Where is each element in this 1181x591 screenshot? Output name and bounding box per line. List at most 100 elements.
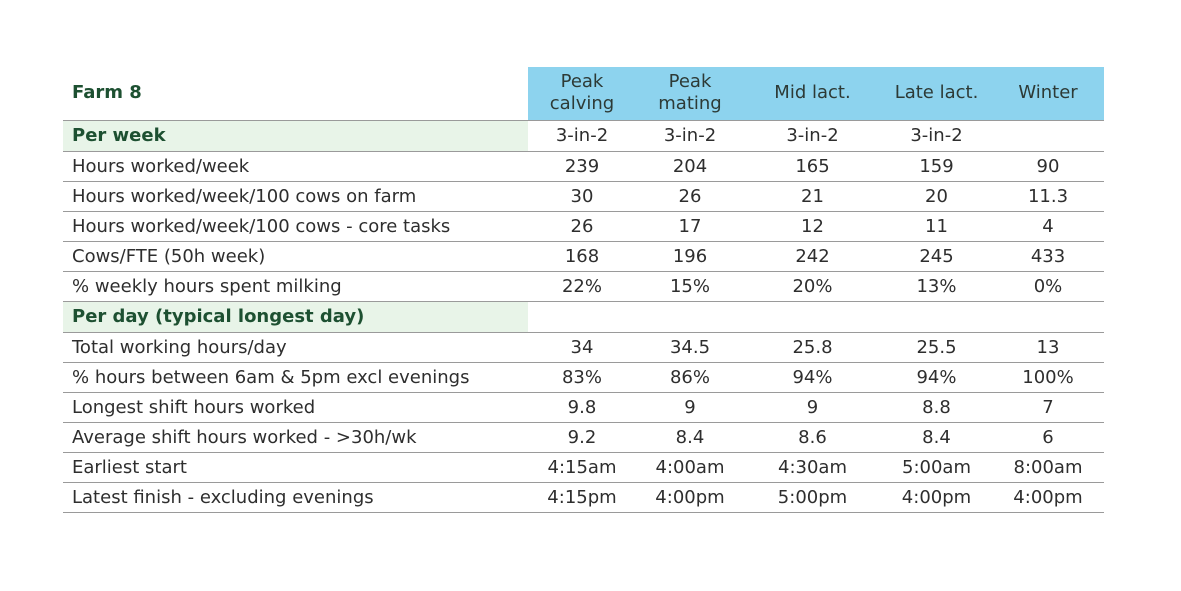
cell-value: 4:15am <box>528 452 636 483</box>
row-label: Total working hours/day <box>63 332 528 363</box>
table-row: % weekly hours spent milking 22% 15% 20% 13%… <box>63 271 1104 302</box>
header-row: Farm 8 Peak calving Peak mating Mid lact… <box>63 67 1104 121</box>
cell-value: 30 <box>528 181 636 212</box>
table-row: Earliest start 4:15am 4:00am 4:30am 5:00am 8:… <box>63 452 1104 483</box>
row-label: Latest finish - excluding evenings <box>63 482 528 513</box>
column-header-label: Late lact. <box>894 82 979 104</box>
cell-value: 242 <box>744 241 881 272</box>
cell-value: 34 <box>528 332 636 363</box>
cell-value: 168 <box>528 241 636 272</box>
cell-value: 8.4 <box>881 422 992 453</box>
row-label: Earliest start <box>63 452 528 483</box>
cell-value: 8.6 <box>744 422 881 453</box>
table-title: Farm 8 <box>63 67 528 121</box>
section-label: Per week <box>63 120 528 152</box>
cell-value: 239 <box>528 151 636 182</box>
column-header: Peak calving <box>528 67 636 121</box>
cell-value: 4:00pm <box>636 482 744 513</box>
table-row: Hours worked/week/100 cows on farm 30 26 21… <box>63 181 1104 212</box>
cell-value: 245 <box>881 241 992 272</box>
cell-value: 5:00am <box>881 452 992 483</box>
table-row: Hours worked/week/100 cows - core tasks 2… <box>63 211 1104 242</box>
section-row: Per day (typical longest day) <box>63 301 1104 333</box>
column-header-label: Peak calving <box>549 71 615 115</box>
cell-value: 9 <box>636 392 744 423</box>
cell-value: 21 <box>744 181 881 212</box>
table-row: Latest finish - excluding evenings 4:15pm… <box>63 482 1104 513</box>
cell-value: 7 <box>992 392 1104 423</box>
column-header-label: Winter <box>1018 82 1078 104</box>
cell-value: 4 <box>992 211 1104 242</box>
cell-value: 9 <box>744 392 881 423</box>
cell-value: 0% <box>992 271 1104 302</box>
cell-value: 3-in-2 <box>636 120 744 152</box>
cell-value: 22% <box>528 271 636 302</box>
cell-value: 3-in-2 <box>744 120 881 152</box>
cell-value: 25.8 <box>744 332 881 363</box>
row-label: Hours worked/week/100 cows - core tasks <box>63 211 528 242</box>
column-header: Peak mating <box>636 67 744 121</box>
cell-value: 26 <box>636 181 744 212</box>
cell-value: 83% <box>528 362 636 393</box>
cell-value: 11.3 <box>992 181 1104 212</box>
cell-value: 5:00pm <box>744 482 881 513</box>
table-row: Total working hours/day 34 34.5 25.8 25.5 13 <box>63 332 1104 363</box>
farm-table: Farm 8 Peak calving Peak mating Mid lact… <box>63 67 1104 513</box>
cell-value: 4:30am <box>744 452 881 483</box>
table-body: Per week 3-in-2 3-in-2 3-in-2 3-in-2 Hours wo… <box>63 120 1104 513</box>
table-row: Longest shift hours worked 9.8 9 9 8.8 7 <box>63 392 1104 423</box>
cell-value: 94% <box>744 362 881 393</box>
cell-value <box>881 301 992 333</box>
cell-value <box>636 301 744 333</box>
cell-value: 11 <box>881 211 992 242</box>
cell-value: 9.8 <box>528 392 636 423</box>
cell-value: 159 <box>881 151 992 182</box>
cell-value: 17 <box>636 211 744 242</box>
cell-value: 34.5 <box>636 332 744 363</box>
column-header: Late lact. <box>881 67 992 121</box>
cell-value <box>744 301 881 333</box>
cell-value: 86% <box>636 362 744 393</box>
row-label: % hours between 6am & 5pm excl evenings <box>63 362 528 393</box>
table-row: % hours between 6am & 5pm excl evenings 8… <box>63 362 1104 393</box>
row-label: Average shift hours worked - >30h/wk <box>63 422 528 453</box>
cell-value: 100% <box>992 362 1104 393</box>
cell-value: 3-in-2 <box>528 120 636 152</box>
cell-value: 26 <box>528 211 636 242</box>
cell-value: 165 <box>744 151 881 182</box>
cell-value: 90 <box>992 151 1104 182</box>
cell-value <box>992 301 1104 333</box>
cell-value: 4:00pm <box>881 482 992 513</box>
cell-value: 3-in-2 <box>881 120 992 152</box>
cell-value: 8:00am <box>992 452 1104 483</box>
cell-value: 94% <box>881 362 992 393</box>
cell-value: 433 <box>992 241 1104 272</box>
row-label: Hours worked/week <box>63 151 528 182</box>
table-row: Average shift hours worked - >30h/wk 9.2 8… <box>63 422 1104 453</box>
column-header: Winter <box>992 67 1104 121</box>
cell-value: 8.8 <box>881 392 992 423</box>
table-row: Hours worked/week 239 204 165 159 90 <box>63 151 1104 182</box>
cell-value: 12 <box>744 211 881 242</box>
cell-value: 196 <box>636 241 744 272</box>
cell-value: 6 <box>992 422 1104 453</box>
table-row: Cows/FTE (50h week) 168 196 242 245 433 <box>63 241 1104 272</box>
cell-value: 4:00am <box>636 452 744 483</box>
cell-value: 13% <box>881 271 992 302</box>
row-label: % weekly hours spent milking <box>63 271 528 302</box>
row-label: Hours worked/week/100 cows on farm <box>63 181 528 212</box>
cell-value <box>992 120 1104 152</box>
column-header-label: Mid lact. <box>774 82 851 104</box>
cell-value: 4:00pm <box>992 482 1104 513</box>
column-header: Mid lact. <box>744 67 881 121</box>
section-row: Per week 3-in-2 3-in-2 3-in-2 3-in-2 <box>63 120 1104 152</box>
row-label: Cows/FTE (50h week) <box>63 241 528 272</box>
cell-value: 13 <box>992 332 1104 363</box>
cell-value: 15% <box>636 271 744 302</box>
cell-value: 204 <box>636 151 744 182</box>
cell-value: 8.4 <box>636 422 744 453</box>
cell-value: 25.5 <box>881 332 992 363</box>
row-label: Longest shift hours worked <box>63 392 528 423</box>
section-label: Per day (typical longest day) <box>63 301 528 333</box>
cell-value: 20% <box>744 271 881 302</box>
